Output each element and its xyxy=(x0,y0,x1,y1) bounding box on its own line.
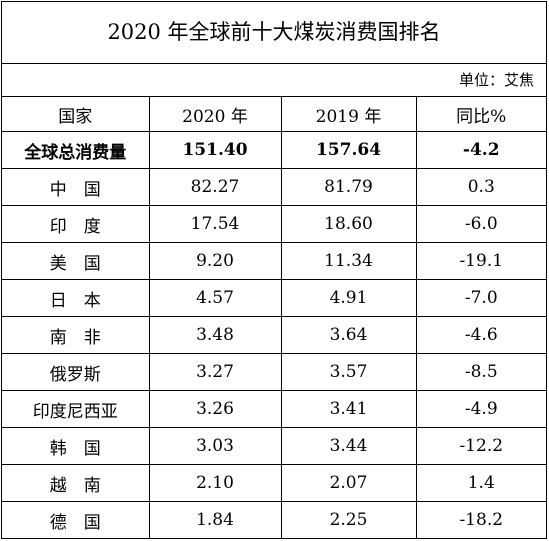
table-cell: 印 度 xyxy=(2,205,150,243)
header-cell: 国家 xyxy=(2,97,150,132)
data-table: 国家 2020 年 2019 年同比% 全球总消费量 151.40 157.64 -4.2 中… xyxy=(2,97,546,538)
table-cell: 全球总消费量 xyxy=(2,131,150,169)
table-cell: 82.27 xyxy=(148,168,282,206)
table-cell: -8.5 xyxy=(415,353,546,391)
table-row: 美 国 9.20 11.34 -19.1 xyxy=(2,242,546,280)
table-row: 印度尼西亚 3.26 3.41 -4.9 xyxy=(2,390,546,428)
table-cell: -12.2 xyxy=(415,427,546,465)
table-cell: 美 国 xyxy=(2,242,150,280)
table-row: 印 度 17.54 18.60 -6.0 xyxy=(2,205,546,243)
table-cell: 17.54 xyxy=(148,205,282,243)
table-cell: 3.57 xyxy=(280,353,417,391)
table-cell: -4.2 xyxy=(415,131,546,169)
table-cell: 81.79 xyxy=(280,168,417,206)
table-row: 全球总消费量 151.40 157.64 -4.2 xyxy=(2,131,546,169)
table-cell: 1.4 xyxy=(415,464,546,502)
table-cell: 3.41 xyxy=(280,390,417,428)
table-cell: 越 南 xyxy=(2,464,150,502)
table-cell: 3.64 xyxy=(280,316,417,354)
table-row: 中 国 82.27 81.79 0.3 xyxy=(2,168,546,206)
table-cell: 3.03 xyxy=(148,427,282,465)
table-row: 南 非 3.48 3.64 -4.6 xyxy=(2,316,546,354)
table-cell: 3.26 xyxy=(148,390,282,428)
table-cell: 2.10 xyxy=(148,464,282,502)
header-cell: 2019 年 xyxy=(280,97,417,132)
unit-note: 单位：艾焦 xyxy=(2,64,546,97)
table-cell: 2.25 xyxy=(280,501,417,538)
table-cell: -4.9 xyxy=(415,390,546,428)
table-cell: -18.2 xyxy=(415,501,546,538)
table-row: 德 国 1.84 2.25 -18.2 xyxy=(2,501,546,538)
table-cell: 俄罗斯 xyxy=(2,353,150,391)
table-cell: 日 本 xyxy=(2,279,150,317)
title: 2020 年全球前十大煤炭消费国排名 xyxy=(2,2,546,64)
table-row: 俄罗斯 3.27 3.57 -8.5 xyxy=(2,353,546,391)
table-cell: 151.40 xyxy=(148,131,282,169)
table-row: 越 南 2.10 2.07 1.4 xyxy=(2,464,546,502)
header-cell: 2020 年 xyxy=(148,97,282,132)
header-row: 国家 2020 年 2019 年同比% xyxy=(2,97,546,132)
table-cell: 18.60 xyxy=(280,205,417,243)
table-cell: 中 国 xyxy=(2,168,150,206)
table-cell: 德 国 xyxy=(2,501,150,538)
table-cell: 11.34 xyxy=(280,242,417,280)
table-cell: 0.3 xyxy=(415,168,546,206)
table-cell: 3.48 xyxy=(148,316,282,354)
table-cell: -4.6 xyxy=(415,316,546,354)
table-cell: -19.1 xyxy=(415,242,546,280)
table-cell: -7.0 xyxy=(415,279,546,317)
table-cell: 2.07 xyxy=(280,464,417,502)
table-cell: 1.84 xyxy=(148,501,282,538)
table-cell: 3.44 xyxy=(280,427,417,465)
table-cell: 韩 国 xyxy=(2,427,150,465)
header-cell: 同比% xyxy=(415,97,546,132)
table-cell: -6.0 xyxy=(415,205,546,243)
table-cell: 南 非 xyxy=(2,316,150,354)
table-cell: 3.27 xyxy=(148,353,282,391)
table-cell: 4.57 xyxy=(148,279,282,317)
table-cell: 4.91 xyxy=(280,279,417,317)
table-cell: 157.64 xyxy=(280,131,417,169)
table-cell: 9.20 xyxy=(148,242,282,280)
table-cell: 印度尼西亚 xyxy=(2,390,150,428)
table-row: 韩 国 3.03 3.44 -12.2 xyxy=(2,427,546,465)
table-row: 日 本 4.57 4.91 -7.0 xyxy=(2,279,546,317)
